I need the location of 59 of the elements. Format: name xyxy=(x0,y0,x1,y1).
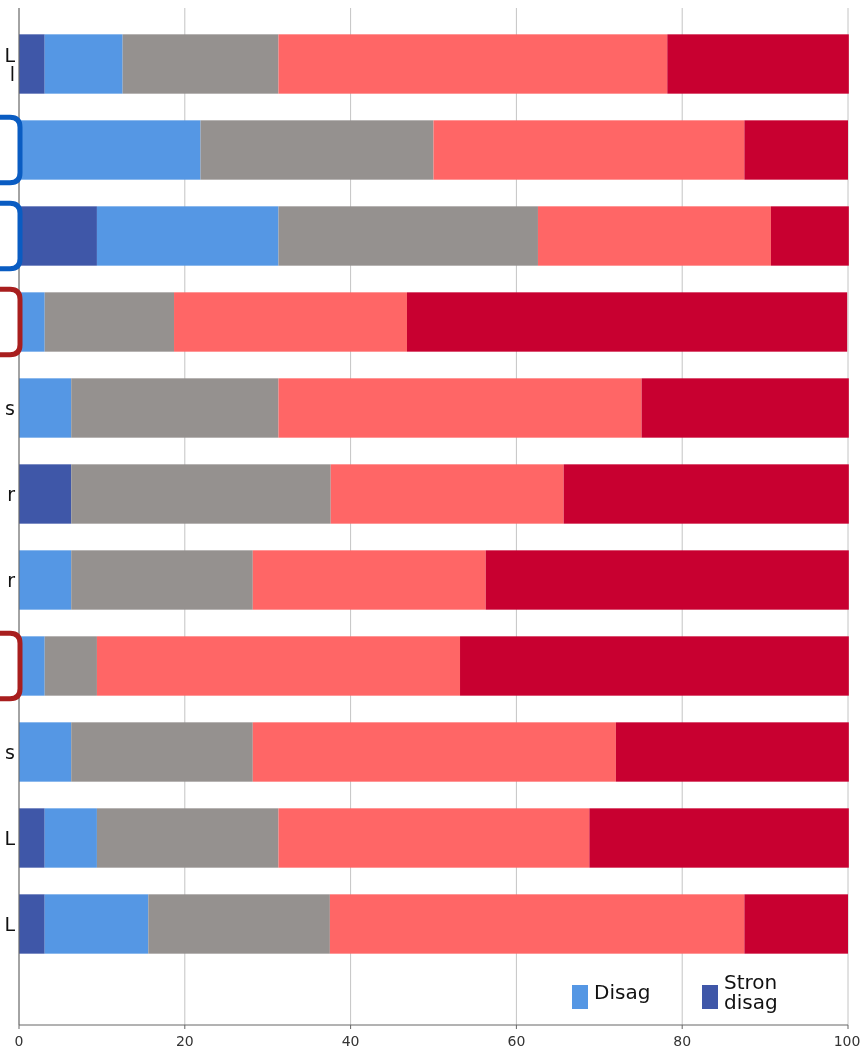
bar xyxy=(96,808,279,868)
bar xyxy=(148,894,330,954)
legend-label: Stron disag xyxy=(724,970,778,1014)
bar xyxy=(71,378,279,438)
bar xyxy=(485,550,849,610)
y-tick-label: L xyxy=(4,913,16,935)
bar xyxy=(44,636,97,696)
bar xyxy=(44,34,123,94)
bar xyxy=(19,808,45,868)
bar xyxy=(278,378,642,438)
bar xyxy=(589,808,849,868)
bar xyxy=(744,120,848,180)
bar xyxy=(329,894,745,954)
bar xyxy=(278,206,538,266)
bar xyxy=(667,34,849,94)
legend-label: Disag xyxy=(594,980,651,1004)
bar xyxy=(460,636,849,696)
bar xyxy=(537,206,771,266)
bar xyxy=(330,464,564,524)
bar xyxy=(278,808,590,868)
y-tick-label: s xyxy=(5,397,15,419)
y-tick-label: s xyxy=(5,741,15,763)
bar xyxy=(71,722,253,782)
bar xyxy=(44,894,149,954)
y-tick-label: L xyxy=(4,827,16,849)
x-tick-label: 80 xyxy=(673,1033,692,1049)
y-tick-label: r xyxy=(7,569,16,591)
bar xyxy=(406,292,848,352)
x-tick-label: 100 xyxy=(833,1033,861,1049)
bar xyxy=(44,808,97,868)
bar xyxy=(252,722,616,782)
x-tick-label: 60 xyxy=(507,1033,526,1049)
bar xyxy=(19,894,45,954)
x-tick-label: 0 xyxy=(14,1033,24,1049)
bar xyxy=(71,550,253,610)
bar xyxy=(252,550,486,610)
bar xyxy=(433,120,745,180)
bar xyxy=(19,378,72,438)
bar xyxy=(744,894,848,954)
y-tick-label: L l xyxy=(4,44,16,85)
y-tick-label: r xyxy=(7,483,16,505)
bar xyxy=(174,292,407,352)
bar xyxy=(615,722,849,782)
bar xyxy=(71,464,331,524)
bar xyxy=(19,34,45,94)
bar xyxy=(770,206,849,266)
bar xyxy=(278,34,668,94)
bar xyxy=(563,464,849,524)
x-tick-label: 40 xyxy=(341,1033,360,1049)
bar xyxy=(19,722,72,782)
bar xyxy=(19,550,72,610)
bar xyxy=(96,206,279,266)
bar xyxy=(96,636,461,696)
bar xyxy=(122,34,279,94)
bar xyxy=(641,378,849,438)
bar xyxy=(19,464,72,524)
bar xyxy=(44,292,175,352)
x-tick-label: 20 xyxy=(175,1033,194,1049)
bar xyxy=(200,120,434,180)
